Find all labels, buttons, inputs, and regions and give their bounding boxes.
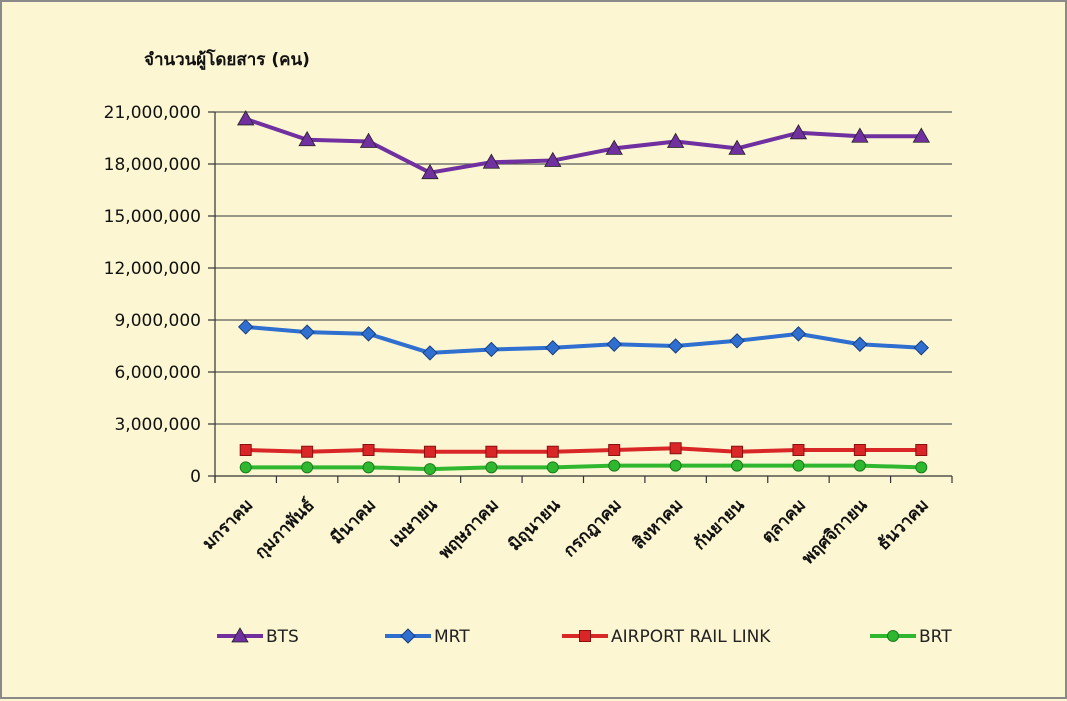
data-point-mrt xyxy=(483,341,500,358)
data-point-mrt xyxy=(299,324,315,340)
x-tick-label: มีนาคม xyxy=(326,495,380,549)
data-point-brt xyxy=(239,461,252,474)
x-tick-label: กันยายน xyxy=(690,495,749,554)
data-point-brt xyxy=(485,461,498,474)
data-point-brt xyxy=(731,459,744,472)
data-point-brt xyxy=(546,461,559,474)
legend-label: BTS xyxy=(266,627,299,647)
data-point-mrt xyxy=(913,340,929,356)
data-point-airport-rail-link xyxy=(853,444,866,456)
legend: BTS MRT AIRPORT RAIL LINK BRT xyxy=(217,627,952,647)
data-point-brt xyxy=(669,459,682,472)
data-point-airport-rail-link xyxy=(301,445,314,458)
series-line-airport-rail-link xyxy=(245,446,922,454)
data-point-mrt xyxy=(606,336,622,352)
data-point-mrt xyxy=(238,319,254,335)
legend-item-brt: BRT xyxy=(870,627,952,647)
data-point-airport-rail-link xyxy=(362,444,375,456)
x-tick-label: กุมภาพันธ์ xyxy=(250,495,318,563)
data-point-airport-rail-link xyxy=(915,444,928,456)
series-line-bts xyxy=(245,117,922,175)
x-tick-label: พฤษภาคม xyxy=(435,495,503,563)
data-point-brt xyxy=(608,459,621,472)
data-point-mrt xyxy=(422,345,438,361)
data-point-airport-rail-link xyxy=(792,444,805,456)
legend-marker xyxy=(400,628,416,644)
data-point-mrt xyxy=(545,340,561,356)
data-point-bts xyxy=(789,123,808,140)
x-tick-label: มกราคม xyxy=(199,495,258,554)
legend-item-mrt: MRT xyxy=(385,627,470,647)
data-point-bts xyxy=(237,110,255,126)
x-tick-label: มิถุนายน xyxy=(505,495,565,555)
data-point-brt xyxy=(792,459,805,472)
data-point-airport-rail-link xyxy=(485,445,498,458)
grid xyxy=(215,111,952,425)
series-brt xyxy=(239,459,928,476)
data-point-airport-rail-link xyxy=(546,445,559,458)
data-point-brt xyxy=(423,463,436,476)
data-point-brt xyxy=(853,459,866,472)
data-point-bts xyxy=(298,130,316,147)
data-point-mrt xyxy=(852,336,868,352)
series-airport-rail-link xyxy=(239,442,928,458)
data-point-bts xyxy=(605,139,623,155)
data-point-airport-rail-link xyxy=(669,442,682,455)
data-point-brt xyxy=(301,461,314,474)
series-line-brt xyxy=(245,463,922,472)
legend-label: BRT xyxy=(919,627,952,647)
data-point-brt xyxy=(915,461,928,474)
data-point-airport-rail-link xyxy=(423,445,436,458)
data-point-bts xyxy=(728,139,746,155)
legend-item-airport-rail-link: AIRPORT RAIL LINK xyxy=(562,627,771,647)
legend-item-bts: BTS xyxy=(217,627,299,647)
data-point-mrt xyxy=(667,338,684,354)
data-point-bts xyxy=(666,132,685,148)
legend-marker xyxy=(887,630,899,642)
data-point-bts xyxy=(851,127,869,143)
series-mrt xyxy=(238,319,929,361)
data-point-mrt xyxy=(790,326,807,342)
x-tick-label: กรกฎาคม xyxy=(560,495,626,561)
legend-label: AIRPORT RAIL LINK xyxy=(611,627,771,647)
axes: 0 3,000,000 6,000,000 9,000,000 12,000,000 15… xyxy=(104,103,953,569)
data-point-airport-rail-link xyxy=(731,445,744,458)
y-axis-label: จำนวนผู้โดยสาร (คน) xyxy=(144,49,310,71)
y-tick-label: 6,000,000 xyxy=(114,363,201,383)
data-point-airport-rail-link xyxy=(239,444,252,456)
x-tick-label: เมษายน xyxy=(385,495,441,551)
y-tick-label: 21,000,000 xyxy=(104,103,201,123)
y-tick-label: 15,000,000 xyxy=(104,207,201,227)
data-point-bts xyxy=(912,127,930,143)
y-tick-label: 9,000,000 xyxy=(114,311,201,331)
data-point-bts xyxy=(421,163,439,180)
x-tick-label: พฤศจิกายน xyxy=(798,495,872,569)
series-line-mrt xyxy=(245,324,922,355)
legend-marker xyxy=(231,627,249,643)
legend-marker xyxy=(579,630,591,642)
data-point-bts xyxy=(359,132,378,148)
data-point-bts xyxy=(482,153,501,169)
data-point-brt xyxy=(362,461,375,474)
x-tick-label: ธันวาคม xyxy=(874,495,933,554)
x-tick-label: สิงหาคม xyxy=(629,495,687,553)
data-point-mrt xyxy=(729,333,745,349)
y-tick-label: 3,000,000 xyxy=(114,415,201,435)
data-point-bts xyxy=(544,151,562,167)
y-tick-label: 0 xyxy=(190,467,201,487)
series-layer xyxy=(237,110,930,476)
x-tick-label: ตุลาคม xyxy=(758,495,810,547)
data-point-airport-rail-link xyxy=(608,444,621,456)
legend-label: MRT xyxy=(434,627,470,647)
data-point-mrt xyxy=(360,326,377,342)
series-bts xyxy=(237,110,930,180)
y-tick-label: 18,000,000 xyxy=(104,155,201,175)
y-tick-label: 12,000,000 xyxy=(104,259,201,279)
